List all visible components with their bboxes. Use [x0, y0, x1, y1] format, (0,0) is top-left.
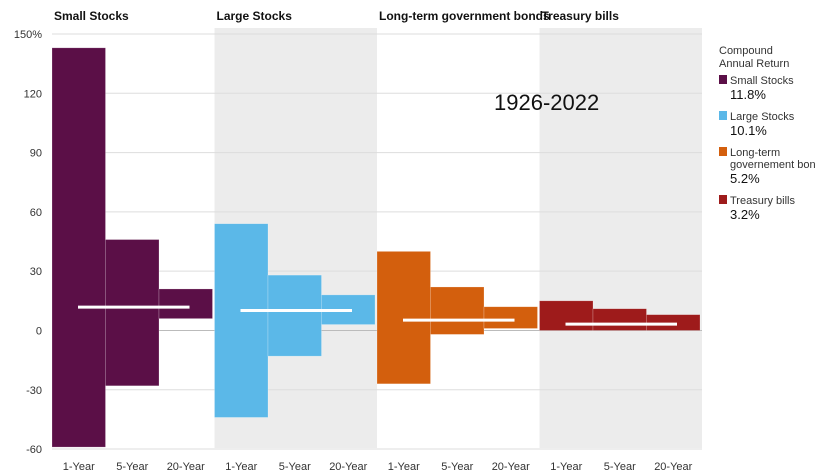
- bars: [51, 47, 701, 448]
- legend-title-line-1: Compound: [719, 45, 773, 57]
- legend-swatch: [719, 147, 727, 156]
- range-bar: [592, 308, 647, 331]
- range-bar: [105, 239, 160, 387]
- y-tick-label: -60: [26, 444, 42, 456]
- compound-return-lines: [78, 305, 677, 326]
- gridlines: [52, 33, 702, 450]
- legend-value: 3.2%: [730, 207, 760, 222]
- y-tick-label: 120: [24, 88, 42, 100]
- range-bar: [539, 300, 594, 331]
- y-tick-label: 30: [30, 266, 42, 278]
- range-bar: [267, 274, 322, 357]
- group-title: Treasury bills: [542, 9, 620, 23]
- x-tick-label: 1-Year: [550, 461, 582, 473]
- range-bar: [483, 306, 538, 329]
- x-tick-label: 5-Year: [604, 461, 636, 473]
- range-bar: [51, 47, 106, 448]
- x-axis-ticks: 1-Year 5-Year 20-Year 1-Year 5-Year 20-Year 1-…: [63, 461, 693, 473]
- group-title: Small Stocks: [54, 9, 129, 23]
- legend-swatch: [719, 75, 727, 84]
- x-tick-label: 1-Year: [388, 461, 420, 473]
- x-tick-label: 5-Year: [279, 461, 311, 473]
- legend-label: Large Stocks: [730, 111, 795, 123]
- y-tick-label: -30: [26, 385, 42, 397]
- y-tick-label: 0: [36, 325, 42, 337]
- x-tick-label: 20-Year: [329, 461, 367, 473]
- legend: Compound Annual Return Small Stocks11.8%…: [719, 45, 815, 222]
- x-tick-label: 5-Year: [441, 461, 473, 473]
- range-bar: [376, 251, 431, 385]
- x-tick-label: 1-Year: [63, 461, 95, 473]
- group-title: Long-term government bonds: [379, 9, 550, 23]
- x-tick-label: 1-Year: [225, 461, 257, 473]
- legend-value: 10.1%: [730, 123, 767, 138]
- legend-value: 5.2%: [730, 171, 760, 186]
- y-tick-label: 90: [30, 148, 42, 160]
- group-title: Large Stocks: [217, 9, 293, 23]
- range-bar: [158, 288, 213, 319]
- y-axis: 150% 120 90 60 30 0 -30 -60: [14, 29, 42, 456]
- period-annotation: 1926-2022: [494, 90, 599, 115]
- legend-label: governement bonds: [730, 159, 815, 171]
- legend-label: Long-term: [730, 147, 780, 159]
- legend-label: Treasury bills: [730, 195, 795, 207]
- group-titles: Small Stocks Large Stocks Long-term govern…: [54, 9, 619, 23]
- group-backgrounds: [214, 28, 702, 448]
- y-tick-label: 60: [30, 207, 42, 219]
- legend-swatch: [719, 111, 727, 120]
- range-bar: [430, 286, 485, 335]
- legend-title-line-2: Annual Return: [719, 58, 789, 70]
- legend-label: Small Stocks: [730, 75, 794, 87]
- range-bar: [214, 223, 269, 418]
- y-tick-label: 150%: [14, 29, 42, 41]
- legend-swatch: [719, 195, 727, 204]
- group-background: [539, 28, 702, 448]
- range-bar: [646, 314, 701, 331]
- legend-value: 11.8%: [730, 87, 766, 102]
- x-tick-label: 20-Year: [654, 461, 692, 473]
- x-tick-label: 20-Year: [167, 461, 205, 473]
- x-tick-label: 5-Year: [116, 461, 148, 473]
- x-tick-label: 20-Year: [492, 461, 530, 473]
